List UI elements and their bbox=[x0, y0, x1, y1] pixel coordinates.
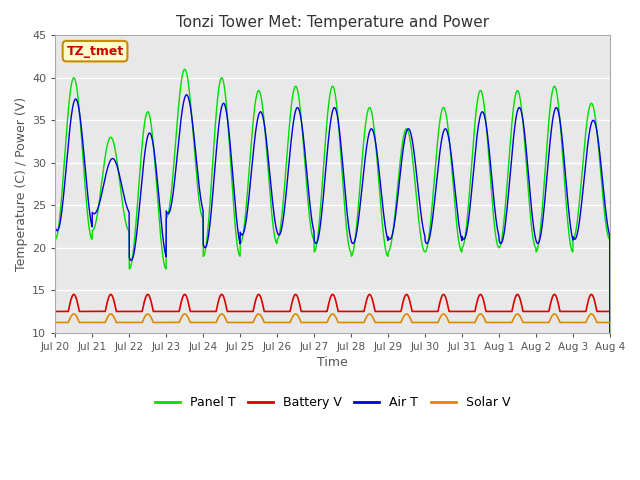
Air T bbox=[51, 225, 59, 230]
X-axis label: Time: Time bbox=[317, 356, 348, 369]
Panel T bbox=[115, 169, 122, 175]
Panel T bbox=[606, 415, 614, 420]
Air T bbox=[536, 238, 543, 244]
Battery V bbox=[70, 291, 77, 297]
Panel T bbox=[536, 235, 543, 240]
Panel T bbox=[51, 236, 59, 242]
Air T bbox=[289, 129, 296, 134]
Line: Air T: Air T bbox=[55, 95, 610, 418]
Battery V bbox=[148, 301, 156, 307]
Air T bbox=[183, 92, 191, 98]
Air T bbox=[606, 415, 614, 420]
Y-axis label: Temperature (C) / Power (V): Temperature (C) / Power (V) bbox=[15, 97, 28, 271]
Line: Solar V: Solar V bbox=[55, 314, 610, 323]
Panel T bbox=[181, 66, 189, 72]
Solar V bbox=[289, 315, 296, 321]
Solar V bbox=[51, 320, 59, 325]
Solar V bbox=[595, 320, 603, 325]
Battery V bbox=[606, 309, 614, 314]
Air T bbox=[595, 145, 603, 151]
Legend: Panel T, Battery V, Air T, Solar V: Panel T, Battery V, Air T, Solar V bbox=[150, 391, 515, 414]
Air T bbox=[115, 168, 122, 174]
Battery V bbox=[289, 299, 296, 305]
Title: Tonzi Tower Met: Temperature and Power: Tonzi Tower Met: Temperature and Power bbox=[176, 15, 489, 30]
Solar V bbox=[70, 311, 77, 317]
Battery V bbox=[51, 309, 59, 314]
Air T bbox=[264, 154, 272, 160]
Air T bbox=[148, 133, 156, 139]
Battery V bbox=[536, 309, 543, 314]
Text: TZ_tmet: TZ_tmet bbox=[67, 45, 124, 58]
Panel T bbox=[289, 96, 296, 102]
Battery V bbox=[264, 309, 272, 314]
Solar V bbox=[606, 320, 614, 325]
Solar V bbox=[264, 320, 272, 325]
Panel T bbox=[595, 151, 603, 157]
Line: Panel T: Panel T bbox=[55, 69, 610, 418]
Panel T bbox=[148, 124, 156, 130]
Line: Battery V: Battery V bbox=[55, 294, 610, 312]
Solar V bbox=[536, 320, 543, 325]
Battery V bbox=[115, 309, 123, 314]
Battery V bbox=[595, 309, 603, 314]
Solar V bbox=[148, 316, 156, 322]
Panel T bbox=[264, 168, 272, 173]
Solar V bbox=[115, 320, 123, 325]
